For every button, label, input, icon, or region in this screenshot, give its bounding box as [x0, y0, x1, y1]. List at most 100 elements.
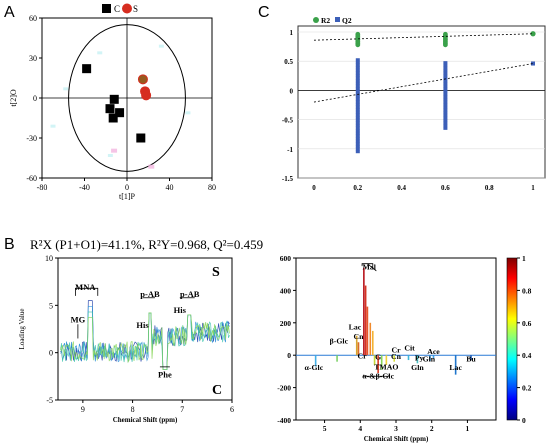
score-y-tick-label: 0 — [33, 94, 37, 103]
spec-c-annotation: Cit — [404, 343, 415, 352]
spec-s-annotation: p-AB — [140, 289, 160, 299]
perm-q2-point — [443, 79, 448, 83]
perm-q2-point — [443, 69, 448, 73]
perm-q2-point — [355, 66, 360, 70]
score-background-blob — [185, 111, 191, 115]
score-point-C — [105, 104, 115, 114]
spec-c-annotation: Cn — [354, 332, 365, 341]
spec-s-annotation: MNA — [75, 282, 96, 292]
spec-s-y-tick-label: 0 — [49, 349, 53, 358]
perm-q2-point — [355, 81, 360, 85]
spec-c-y-tick-label: 600 — [280, 254, 292, 263]
perm-x-tick-label: 0 — [312, 184, 316, 192]
perm-q2-point — [355, 58, 360, 62]
perm-q2-point — [355, 126, 360, 130]
score-x-tick-label: -80 — [37, 183, 48, 192]
perm-q2-point — [355, 92, 360, 96]
model-statistics-caption: R²X (P1+O1)=41.1%, R²Y=0.968, Q²=0.459 — [30, 237, 264, 252]
spec-c-y-tick-label: 200 — [280, 319, 292, 328]
perm-q2-point — [355, 79, 360, 83]
spec-c-y-tick-label: -200 — [277, 384, 291, 393]
perm-q2-point — [355, 105, 360, 109]
spec-c-annotation: TMAO — [374, 362, 398, 371]
score-x-tick-label: 40 — [166, 183, 174, 192]
spec-c-annotation: α-&β-Glc — [362, 372, 394, 381]
score-x-tick-label: 0 — [125, 183, 129, 192]
spec-s-x-tick-label: 6 — [230, 405, 234, 414]
score-y-tick-label: -60 — [26, 174, 37, 183]
panel-label-c: C — [258, 4, 270, 21]
perm-q2-point — [443, 100, 448, 104]
perm-legend-label-q2: Q2 — [342, 16, 352, 25]
colorbar-tick-label: 0.6 — [522, 319, 532, 328]
perm-q2-point — [355, 144, 360, 148]
spec-c-annotation: Lac — [349, 322, 362, 331]
perm-x-tick-label: 0.6 — [441, 184, 450, 192]
spec-c-y-tick-label: 0 — [287, 351, 291, 360]
perm-q2-point — [355, 134, 360, 138]
spec-c-annotation: Cr — [391, 345, 401, 354]
spec-s-y-tick-label: 10 — [45, 254, 53, 263]
perm-y-tick-label: 0 — [290, 87, 294, 95]
perm-q2-point — [443, 87, 448, 91]
colorbar-tick-label: 1 — [522, 254, 526, 263]
spec-c-frame — [295, 257, 497, 421]
perm-q2-point — [355, 121, 360, 125]
spec-c-annotation: Py — [415, 353, 424, 362]
score-background-blob — [107, 154, 113, 157]
spec-c-annotation: Cn — [391, 352, 402, 361]
perm-q2-point — [443, 82, 448, 86]
spec-s-x-tick-label: 8 — [131, 405, 135, 414]
perm-x-tick-label: 0.4 — [397, 184, 406, 192]
perm-q2-original — [531, 61, 535, 66]
spec-s-annotation: MG — [71, 314, 86, 324]
spec-s-x-tick-label: 9 — [81, 405, 85, 414]
score-x-tick-label: 80 — [208, 183, 216, 192]
perm-q2-point — [355, 87, 360, 91]
perm-q2-point — [443, 63, 448, 67]
perm-q2-point — [443, 113, 448, 117]
perm-q2-point — [355, 131, 360, 135]
spec-c-x-tick-label: 2 — [430, 424, 434, 433]
score-point-C — [115, 108, 125, 118]
colorbar-tick-label: 0 — [522, 416, 526, 425]
perm-q2-point — [355, 139, 360, 143]
score-point-C — [108, 113, 118, 123]
perm-x-tick-label: 0.8 — [485, 184, 494, 192]
score-background-blob — [158, 44, 164, 48]
perm-q2-point — [443, 97, 448, 101]
perm-q2-point — [443, 74, 448, 78]
perm-q2-point — [355, 113, 360, 117]
perm-q2-point — [443, 61, 448, 65]
perm-q2-point — [355, 100, 360, 104]
perm-q2-point — [355, 150, 360, 154]
score-y-axis-label: t[2]O — [9, 89, 18, 107]
score-point-C — [82, 64, 92, 74]
perm-q2-point — [355, 118, 360, 122]
score-y-tick-label: -30 — [26, 134, 37, 143]
score-legend-marker-s — [122, 3, 132, 14]
score-legend-label-c: C — [114, 4, 120, 14]
spec-s-frame — [57, 257, 233, 401]
perm-legend-label-r2: R2 — [321, 16, 330, 25]
score-y-tick-label: 60 — [29, 14, 37, 23]
perm-q2-point — [355, 129, 360, 133]
perm-q2-point — [355, 142, 360, 146]
perm-q2-point — [443, 103, 448, 107]
spec-c-annotation: β-Glc — [330, 337, 349, 346]
perm-r2-point — [355, 31, 361, 37]
score-background-blob — [63, 87, 69, 91]
perm-q2-point — [355, 84, 360, 88]
perm-y-tick-label: 0.5 — [284, 58, 293, 66]
perm-q2-point — [355, 74, 360, 78]
perm-q2-point — [443, 95, 448, 99]
colorbar-tick-label: 0.4 — [522, 351, 532, 360]
perm-x-tick-label: 0.2 — [353, 184, 362, 192]
perm-q2-point — [443, 105, 448, 109]
perm-y-tick-label: -0.5 — [282, 117, 294, 125]
perm-q2-point — [443, 116, 448, 120]
score-point-C — [109, 94, 119, 104]
spec-s-trace — [60, 312, 230, 371]
perm-q2-point — [443, 124, 448, 128]
